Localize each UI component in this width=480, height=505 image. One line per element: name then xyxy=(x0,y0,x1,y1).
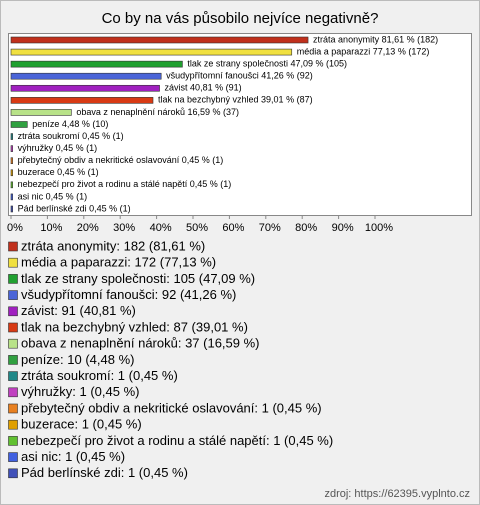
legend-swatch xyxy=(8,452,18,462)
legend-label: tlak ze strany společnosti: 105 (47,09 %… xyxy=(21,271,255,286)
bar xyxy=(10,157,13,164)
bar-label: závist 40,81 % (91) xyxy=(165,83,242,93)
legend-label: peníze: 10 (4,48 %) xyxy=(21,352,134,367)
legend-swatch xyxy=(8,257,18,268)
bar-label: peníze 4,48 % (10) xyxy=(32,119,108,129)
bar xyxy=(10,72,162,80)
bar-label: nebezpečí pro život a rodinu a stálé nap… xyxy=(18,179,232,189)
legend-swatch xyxy=(8,419,18,430)
x-tick-label: 80% xyxy=(295,222,317,234)
bar xyxy=(10,193,13,201)
legend-label: ztráta anonymity: 182 (81,61 %) xyxy=(21,238,205,253)
bar xyxy=(10,121,28,128)
x-tick-label: 60% xyxy=(222,222,244,234)
bar xyxy=(10,97,154,104)
bar xyxy=(10,181,13,189)
bar xyxy=(10,48,293,56)
legend-swatch xyxy=(8,387,18,398)
bar xyxy=(10,169,13,177)
legend-swatch xyxy=(8,241,18,252)
bar-label: buzerace 0,45 % (1) xyxy=(18,167,99,177)
bar xyxy=(10,145,13,152)
legend-label: asi nic: 1 (0,45 %) xyxy=(21,449,125,464)
legend-label: Pád berlínské zdi: 1 (0,45 %) xyxy=(21,465,188,480)
legend-label: nebezpečí pro život a rodinu a stálé nap… xyxy=(21,433,333,448)
legend-label: všudypřítomní fanoušci: 92 (41,26 %) xyxy=(21,287,236,302)
legend-swatch xyxy=(8,468,18,479)
bar xyxy=(10,109,72,116)
bar-label: přebytečný obdiv a nekritické oslavování… xyxy=(18,155,224,165)
bar xyxy=(10,84,160,92)
bar-label: média a paparazzi 77,13 % (172) xyxy=(297,46,430,56)
x-tick-label: 30% xyxy=(113,222,135,234)
bar xyxy=(10,205,13,213)
x-tick-label: 10% xyxy=(40,222,62,234)
legend-swatch xyxy=(8,403,18,414)
legend-swatch xyxy=(8,338,18,349)
x-tick-label: 0% xyxy=(7,222,23,234)
bar xyxy=(10,133,13,140)
bar xyxy=(10,36,309,44)
bar-label: všudypřítomní fanoušci 41,26 % (92) xyxy=(166,71,313,81)
x-tick-label: 40% xyxy=(150,222,172,234)
legend-label: ztráta soukromí: 1 (0,45 %) xyxy=(21,368,178,383)
bar-label: Pád berlínské zdi 0,45 % (1) xyxy=(18,203,131,213)
legend-swatch xyxy=(8,290,18,300)
legend-label: závist: 91 (40,81 %) xyxy=(21,303,136,318)
legend-label: obava z nenaplnění nároků: 37 (16,59 %) xyxy=(21,336,260,351)
bar-label: ztráta soukromí 0,45 % (1) xyxy=(18,131,124,141)
x-tick-label: 90% xyxy=(332,222,354,234)
bar-label: asi nic 0,45 % (1) xyxy=(18,191,88,201)
legend-label: buzerace: 1 (0,45 %) xyxy=(21,417,142,432)
chart-title: Co by na vás působilo nejvíce negativně? xyxy=(102,10,379,27)
legend-swatch xyxy=(8,274,18,284)
source: zdroj: https://62395.vyplnto.cz xyxy=(324,488,470,500)
bar xyxy=(10,60,183,68)
bar-label: obava z nenaplnění nároků 16,59 % (37) xyxy=(76,107,239,117)
legend-swatch xyxy=(8,322,18,333)
legend-swatch xyxy=(8,436,18,446)
bar-label: ztráta anonymity 81,61 % (182) xyxy=(313,34,438,44)
bar-label: tlak ze strany společnosti 47,09 % (105) xyxy=(187,59,347,69)
x-tick-label: 100% xyxy=(365,222,393,234)
legend-label: média a paparazzi: 172 (77,13 %) xyxy=(21,255,216,270)
x-tick-label: 20% xyxy=(77,222,99,234)
legend-label: tlak na bezchybný vzhled: 87 (39,01 %) xyxy=(21,319,248,334)
x-tick-label: 70% xyxy=(259,222,281,234)
x-tick-label: 50% xyxy=(186,222,208,234)
legend-label: přebytečný obdiv a nekritické oslavování… xyxy=(21,400,322,415)
bar-label: výhružky 0,45 % (1) xyxy=(18,143,98,153)
legend-swatch xyxy=(8,306,18,317)
legend-swatch xyxy=(8,371,18,381)
legend-label: výhružky: 1 (0,45 %) xyxy=(21,384,140,399)
legend-swatch xyxy=(8,355,18,365)
bar-label: tlak na bezchybný vzhled 39,01 % (87) xyxy=(158,95,313,105)
